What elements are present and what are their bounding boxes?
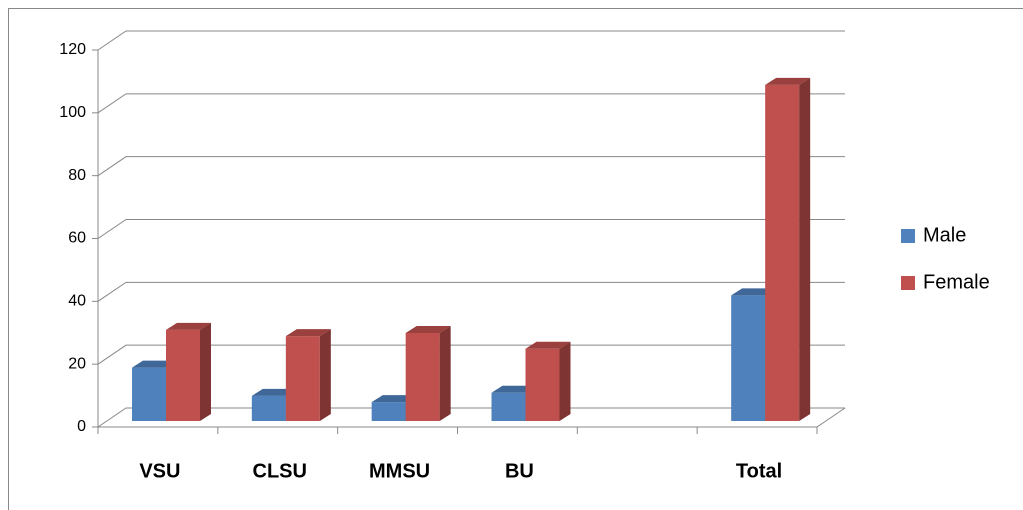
grid-line bbox=[97, 156, 845, 177]
x-tick-label: BU bbox=[505, 460, 534, 482]
y-tick-label: 60 bbox=[68, 230, 86, 247]
bar bbox=[765, 77, 811, 421]
y-tick-label: 100 bbox=[59, 104, 86, 121]
bar bbox=[525, 341, 571, 421]
y-tick-label: 80 bbox=[68, 167, 86, 184]
grid-line bbox=[97, 407, 845, 428]
grid-line bbox=[97, 219, 845, 239]
x-tick-label: MMSU bbox=[369, 460, 430, 482]
legend-label: Male bbox=[923, 224, 966, 246]
grid-line bbox=[97, 93, 845, 114]
legend-swatch bbox=[901, 276, 915, 290]
grid-line bbox=[97, 30, 845, 51]
x-tick-label: CLSU bbox=[253, 460, 307, 482]
y-tick-label: 120 bbox=[59, 41, 86, 58]
bar bbox=[285, 329, 331, 421]
y-tick-label: 0 bbox=[77, 418, 86, 435]
legend-label: Female bbox=[923, 271, 990, 293]
x-tick-label: VSU bbox=[139, 460, 180, 482]
y-tick-label: 20 bbox=[68, 355, 86, 372]
chart-border bbox=[8, 8, 1023, 510]
x-tick-label: Total bbox=[736, 460, 782, 482]
grid-line bbox=[97, 344, 845, 365]
grid-line bbox=[97, 281, 845, 302]
y-tick-label: 40 bbox=[68, 293, 86, 310]
bar bbox=[166, 322, 211, 421]
legend-swatch bbox=[901, 229, 915, 243]
bar bbox=[405, 326, 451, 421]
